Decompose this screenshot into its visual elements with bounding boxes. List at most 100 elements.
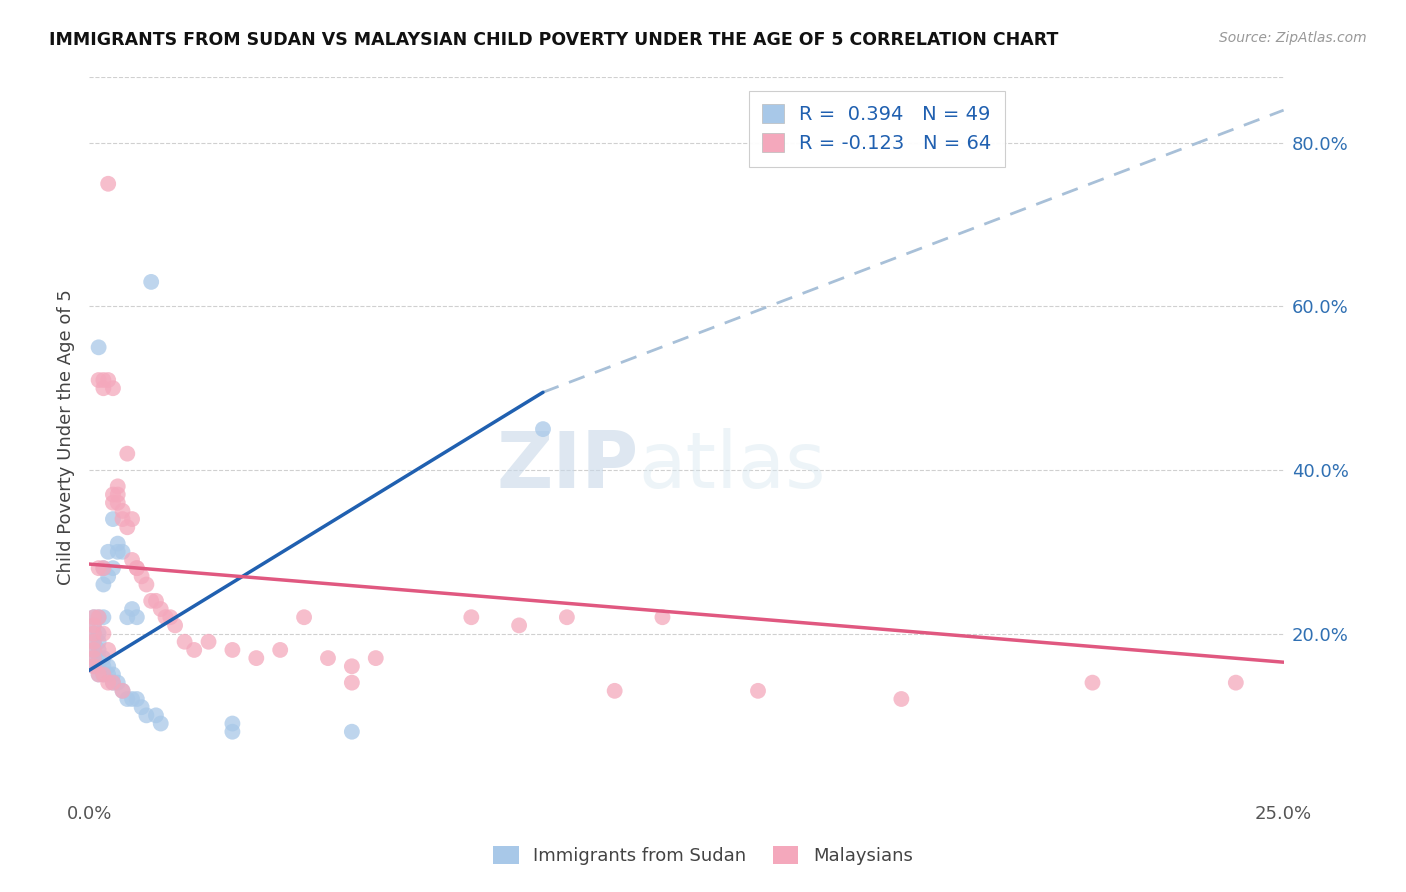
Point bbox=[197, 634, 219, 648]
Point bbox=[531, 422, 554, 436]
Point bbox=[83, 626, 105, 640]
Point bbox=[83, 610, 105, 624]
Text: atlas: atlas bbox=[638, 428, 827, 504]
Point bbox=[135, 708, 157, 723]
Point bbox=[508, 618, 530, 632]
Point bbox=[97, 545, 120, 559]
Point bbox=[125, 561, 148, 575]
Point bbox=[1225, 675, 1247, 690]
Point bbox=[340, 675, 363, 690]
Point bbox=[173, 634, 195, 648]
Point bbox=[149, 602, 172, 616]
Point bbox=[93, 651, 115, 665]
Point bbox=[292, 610, 315, 624]
Point bbox=[87, 659, 110, 673]
Point bbox=[165, 618, 187, 632]
Point bbox=[460, 610, 482, 624]
Point bbox=[107, 479, 129, 493]
Point bbox=[101, 561, 124, 575]
Point bbox=[83, 643, 105, 657]
Point bbox=[131, 700, 153, 714]
Point bbox=[747, 683, 769, 698]
Point bbox=[111, 545, 134, 559]
Point bbox=[221, 643, 243, 657]
Point bbox=[101, 512, 124, 526]
Point bbox=[107, 675, 129, 690]
Point bbox=[183, 643, 205, 657]
Point bbox=[93, 659, 115, 673]
Point bbox=[93, 610, 115, 624]
Point bbox=[93, 667, 115, 681]
Point bbox=[221, 724, 243, 739]
Point bbox=[97, 675, 120, 690]
Point bbox=[97, 177, 120, 191]
Point bbox=[221, 716, 243, 731]
Point bbox=[131, 569, 153, 583]
Point bbox=[97, 659, 120, 673]
Point bbox=[97, 667, 120, 681]
Point bbox=[101, 675, 124, 690]
Point bbox=[87, 626, 110, 640]
Point bbox=[141, 594, 163, 608]
Point bbox=[117, 447, 139, 461]
Point bbox=[111, 504, 134, 518]
Text: ZIP: ZIP bbox=[496, 428, 638, 504]
Point bbox=[93, 667, 115, 681]
Point bbox=[141, 275, 163, 289]
Point bbox=[93, 373, 115, 387]
Point bbox=[121, 602, 143, 616]
Point bbox=[83, 618, 105, 632]
Point bbox=[135, 577, 157, 591]
Point bbox=[890, 692, 912, 706]
Point bbox=[87, 634, 110, 648]
Point bbox=[93, 561, 115, 575]
Point bbox=[97, 373, 120, 387]
Point bbox=[93, 577, 115, 591]
Point bbox=[93, 626, 115, 640]
Point bbox=[101, 667, 124, 681]
Point bbox=[155, 610, 177, 624]
Point bbox=[101, 675, 124, 690]
Point bbox=[125, 692, 148, 706]
Point bbox=[555, 610, 578, 624]
Point bbox=[101, 496, 124, 510]
Point bbox=[107, 545, 129, 559]
Point bbox=[83, 618, 105, 632]
Text: IMMIGRANTS FROM SUDAN VS MALAYSIAN CHILD POVERTY UNDER THE AGE OF 5 CORRELATION : IMMIGRANTS FROM SUDAN VS MALAYSIAN CHILD… bbox=[49, 31, 1059, 49]
Point bbox=[87, 667, 110, 681]
Point bbox=[83, 659, 105, 673]
Legend: Immigrants from Sudan, Malaysians: Immigrants from Sudan, Malaysians bbox=[486, 839, 920, 872]
Point bbox=[87, 667, 110, 681]
Point bbox=[87, 643, 110, 657]
Point bbox=[121, 553, 143, 567]
Point bbox=[107, 536, 129, 550]
Legend: R =  0.394   N = 49, R = -0.123   N = 64: R = 0.394 N = 49, R = -0.123 N = 64 bbox=[749, 91, 1005, 167]
Point bbox=[97, 569, 120, 583]
Point bbox=[87, 340, 110, 354]
Point bbox=[364, 651, 387, 665]
Point bbox=[125, 561, 148, 575]
Point bbox=[97, 643, 120, 657]
Point bbox=[83, 634, 105, 648]
Point bbox=[111, 683, 134, 698]
Point bbox=[87, 651, 110, 665]
Point bbox=[145, 594, 167, 608]
Point bbox=[340, 724, 363, 739]
Point bbox=[83, 610, 105, 624]
Point bbox=[87, 373, 110, 387]
Point bbox=[111, 512, 134, 526]
Point bbox=[83, 643, 105, 657]
Point bbox=[125, 610, 148, 624]
Point bbox=[159, 610, 181, 624]
Point bbox=[111, 683, 134, 698]
Point bbox=[83, 659, 105, 673]
Text: Source: ZipAtlas.com: Source: ZipAtlas.com bbox=[1219, 31, 1367, 45]
Point bbox=[83, 651, 105, 665]
Point bbox=[87, 610, 110, 624]
Point bbox=[245, 651, 267, 665]
Point bbox=[149, 716, 172, 731]
Point bbox=[117, 610, 139, 624]
Point bbox=[107, 496, 129, 510]
Point bbox=[651, 610, 673, 624]
Point bbox=[603, 683, 626, 698]
